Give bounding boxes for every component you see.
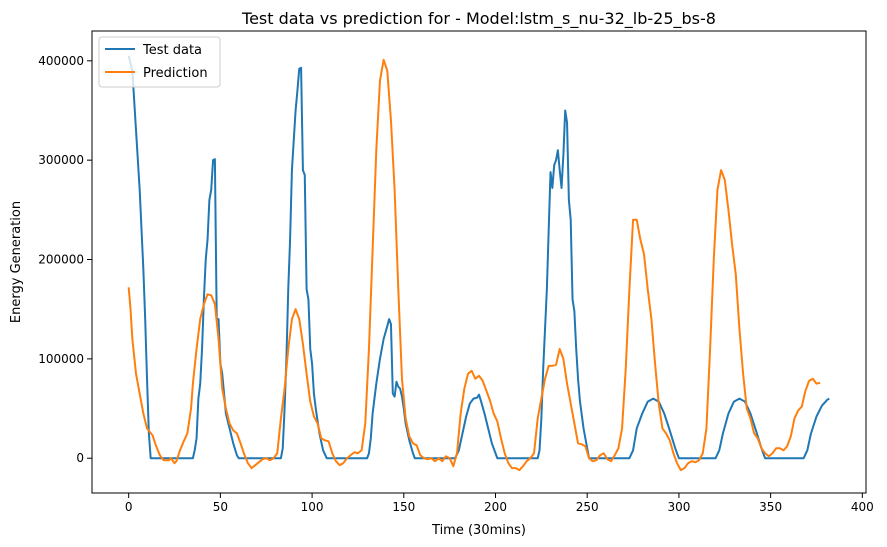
x-tick-label: 300 <box>667 500 690 514</box>
legend-label-test-data: Test data <box>142 43 202 58</box>
legend-label-prediction: Prediction <box>143 66 208 81</box>
x-tick-label: 350 <box>759 500 782 514</box>
series-line-test-data <box>127 55 830 460</box>
legend: Test data Prediction <box>98 36 221 88</box>
chart-title: Test data vs prediction for - Model:lstm… <box>241 9 716 29</box>
x-tick-label: 0 <box>125 500 133 514</box>
x-axis-ticks: 0 50 100 150 200 250 300 350 400 <box>125 493 874 514</box>
x-tick-label: 150 <box>392 500 415 514</box>
x-tick-label: 50 <box>213 500 228 514</box>
y-axis-ticks: 0 100000 200000 300000 400000 <box>38 54 92 465</box>
y-tick-label: 400000 <box>38 54 84 68</box>
y-tick-label: 200000 <box>38 253 84 267</box>
axes-frame <box>91 30 867 494</box>
x-tick-label: 200 <box>484 500 507 514</box>
plot-lines <box>127 55 830 472</box>
series-line-prediction <box>127 58 821 472</box>
y-axis-label: Energy Generation <box>9 201 24 323</box>
y-tick-label: 300000 <box>38 153 84 167</box>
y-tick-label: 100000 <box>38 352 84 366</box>
y-tick-label: 0 <box>76 451 84 465</box>
x-tick-label: 250 <box>576 500 599 514</box>
x-tick-label: 400 <box>851 500 874 514</box>
x-axis-label: Time (30mins) <box>431 523 526 538</box>
x-tick-label: 100 <box>301 500 324 514</box>
